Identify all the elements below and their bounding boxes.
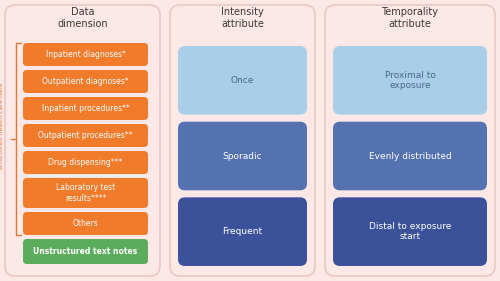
Text: Distal to exposure
start: Distal to exposure start [369,222,451,241]
FancyBboxPatch shape [23,151,148,174]
FancyBboxPatch shape [178,122,307,190]
Text: Proximal to
exposure: Proximal to exposure [384,71,436,90]
FancyBboxPatch shape [23,212,148,235]
Text: Structured health care data: Structured health care data [0,82,4,170]
Text: Unstructured text notes: Unstructured text notes [34,247,138,256]
Text: Drug dispensing***: Drug dispensing*** [48,158,122,167]
FancyBboxPatch shape [333,122,487,190]
FancyBboxPatch shape [333,46,487,115]
FancyBboxPatch shape [23,43,148,66]
Text: Data
dimension: Data dimension [57,7,108,29]
FancyBboxPatch shape [333,197,487,266]
FancyBboxPatch shape [23,239,148,264]
FancyBboxPatch shape [23,178,148,208]
Text: Intensity
attribute: Intensity attribute [221,7,264,29]
Text: Frequent: Frequent [222,227,262,236]
Text: Once: Once [231,76,254,85]
Text: Outpatient procedures**: Outpatient procedures** [38,131,133,140]
Text: Sporadic: Sporadic [222,151,262,160]
FancyBboxPatch shape [23,124,148,147]
FancyBboxPatch shape [23,70,148,93]
Text: Inpatient diagnoses*: Inpatient diagnoses* [46,50,126,59]
FancyBboxPatch shape [170,5,315,276]
FancyBboxPatch shape [23,97,148,120]
Text: Temporality
attribute: Temporality attribute [382,7,438,29]
FancyBboxPatch shape [325,5,495,276]
FancyBboxPatch shape [178,197,307,266]
Text: Laboratory test
results****: Laboratory test results**** [56,183,115,203]
Text: Evenly distributed: Evenly distributed [368,151,452,160]
FancyBboxPatch shape [5,5,160,276]
Text: Others: Others [72,219,99,228]
FancyBboxPatch shape [178,46,307,115]
Text: Outpatient diagnoses*: Outpatient diagnoses* [42,77,129,86]
Text: Inpatient procedures**: Inpatient procedures** [42,104,130,113]
